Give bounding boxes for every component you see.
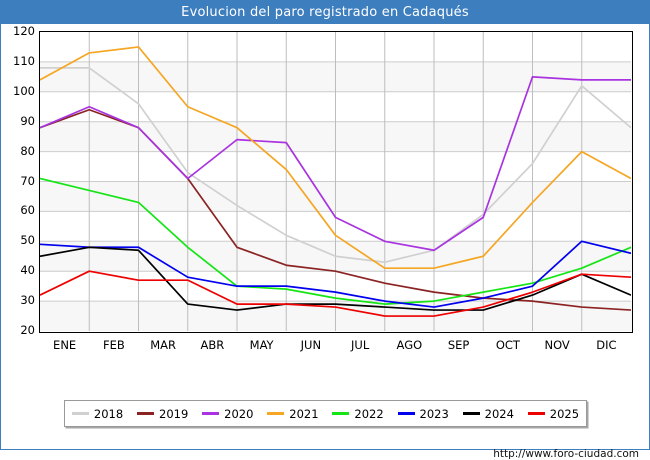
legend-swatch-icon — [71, 412, 89, 415]
y-axis-tick-label: 40 — [20, 263, 35, 278]
x-axis-tick-label: AGO — [396, 338, 423, 352]
x-axis-tick-label: OCT — [495, 338, 520, 352]
legend-label: 2025 — [549, 406, 580, 421]
y-axis-labels: 120 110 100 90 80 70 60 50 40 30 20 — [1, 24, 35, 337]
legend-item-2023[interactable]: 2023 — [397, 406, 449, 421]
window-title-bar: Evolucion del paro registrado en Cadaqué… — [1, 1, 649, 24]
x-axis-tick-label: ABR — [200, 338, 225, 352]
y-axis-tick-label: 80 — [20, 143, 35, 158]
legend-item-2018[interactable]: 2018 — [71, 406, 124, 421]
legend-label: 2023 — [419, 406, 449, 421]
x-axis-tick-label: SEP — [447, 338, 470, 352]
y-axis-tick-label: 110 — [13, 53, 35, 68]
legend-swatch-icon — [462, 412, 480, 415]
x-axis-tick-label: FEB — [102, 338, 125, 352]
legend-item-2025[interactable]: 2025 — [527, 406, 580, 421]
legend-label: 2018 — [93, 406, 124, 421]
legend-label: 2019 — [159, 406, 189, 421]
x-axis-tick-label: NOV — [544, 338, 570, 352]
legend-swatch-icon — [137, 412, 155, 415]
x-axis-tick-label: JUL — [351, 338, 370, 352]
legend-item-2019[interactable]: 2019 — [137, 407, 188, 421]
legend-swatch-icon — [527, 412, 545, 415]
y-axis-tick-label: 50 — [20, 233, 35, 248]
series-lines — [40, 46, 631, 317]
y-axis-tick-label: 70 — [20, 173, 35, 188]
legend-item-2021[interactable]: 2021 — [267, 406, 319, 421]
x-axis-tick-label: JUN — [300, 338, 322, 352]
x-axis-tick-label: ENE — [53, 338, 77, 352]
legend-item-2020[interactable]: 2020 — [202, 407, 253, 421]
legend-label: 2020 — [224, 406, 254, 421]
page-title: Evolucion del paro registrado en Cadaqué… — [181, 5, 469, 20]
x-axis-tick-label: MAY — [249, 338, 274, 352]
series-line-2018 — [40, 67, 631, 264]
legend-item-2022[interactable]: 2022 — [332, 406, 384, 421]
legend-swatch-icon — [202, 412, 220, 415]
series-line-2025 — [40, 270, 631, 317]
series-line-2021 — [40, 46, 631, 270]
series-line-2024 — [40, 246, 631, 311]
series-line-2022 — [40, 177, 631, 305]
legend-label: 2024 — [484, 406, 514, 421]
legend-item-2024[interactable]: 2024 — [462, 406, 514, 421]
legend-swatch-icon — [397, 412, 415, 415]
legend-swatch-icon — [267, 412, 285, 415]
x-axis-tick-label: DIC — [596, 338, 617, 352]
legend-label: 2021 — [289, 406, 319, 421]
y-axis-tick-label: 30 — [20, 293, 35, 308]
plot-area — [39, 31, 633, 333]
y-axis-tick-label: 60 — [20, 203, 35, 218]
plot-container: 120 110 100 90 80 70 60 50 40 30 20 ENE FEB MAR ABR MA… — [1, 24, 649, 460]
chart-legend: 2018 2019 2020 2021 2022 2023 2024 2025 — [64, 400, 587, 427]
series-line-2023 — [40, 240, 631, 308]
legend-swatch-icon — [332, 412, 350, 415]
y-axis-tick-label: 90 — [20, 113, 35, 128]
y-axis-tick-label: 20 — [20, 323, 35, 337]
legend-label: 2022 — [354, 406, 384, 421]
x-axis-tick-label: MAR — [150, 338, 177, 352]
series-line-2020 — [40, 75, 631, 252]
y-axis-tick-label: 100 — [13, 83, 35, 98]
y-axis-tick-label: 120 — [13, 24, 35, 38]
